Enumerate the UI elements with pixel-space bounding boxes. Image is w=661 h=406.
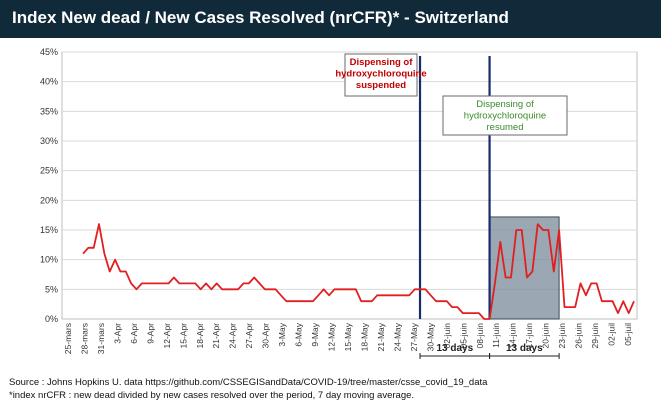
annotation-box [442, 95, 568, 136]
x-tick-label: 18-Apr [195, 323, 205, 349]
x-tick-label: 31-mars [96, 323, 106, 354]
x-tick-label: 3-Apr [112, 323, 122, 344]
y-tick-label: 25% [40, 166, 58, 176]
y-tick-label: 10% [40, 255, 58, 265]
y-tick-label: 5% [45, 284, 58, 294]
x-tick-label: 18-May [360, 322, 370, 351]
x-tick-label: 9-May [310, 322, 320, 346]
annotation-text: Dispensing of [350, 57, 414, 68]
chart-plot: 0% 5% 10% 15% 20% 25% 30% 35% 40% 45% 25-mars 28-ma… [40, 47, 638, 359]
span-label: 13 days [506, 343, 543, 354]
x-tick-label: 24-Apr [228, 323, 238, 349]
x-tick-label: 21-Apr [211, 323, 221, 349]
title-bar: Index New dead / New Cases Resolved (nrC… [0, 0, 661, 38]
y-tick-label: 45% [40, 47, 58, 57]
x-tick-label: 11-juin [491, 323, 501, 348]
annotation-text: suspended [356, 80, 406, 91]
x-tick-label: 12-Apr [162, 323, 172, 349]
x-tick-label: 25-mars [63, 323, 73, 354]
x-tick-label: 27-May [409, 322, 419, 351]
x-tick-label: 30-Apr [261, 323, 271, 349]
span-label: 13 days [436, 343, 473, 354]
annotation-text: resumed [487, 122, 524, 133]
y-tick-label: 20% [40, 195, 58, 205]
x-tick-label: 28-mars [80, 323, 90, 354]
annotation-text: hydroxychloroquine [335, 69, 426, 80]
definition-note: *index nrCFR : new dead divided by new c… [9, 390, 415, 401]
chart-title: Index New dead / New Cases Resolved (nrC… [12, 8, 509, 27]
x-tick-label: 21-May [376, 322, 386, 351]
x-tick-label: 6-Apr [129, 323, 139, 344]
x-tick-label: 17-juin [524, 323, 534, 349]
x-tick-label: 02-juil [607, 323, 617, 346]
x-tick-label: 29-juin [590, 323, 600, 349]
x-tick-label: 05-juin [458, 323, 468, 349]
y-tick-label: 15% [40, 225, 58, 235]
x-tick-label: 3-May [277, 322, 287, 346]
series-line [82, 223, 635, 320]
x-tick-label: 12-May [327, 322, 337, 351]
annotation-text: Dispensing of [476, 99, 534, 110]
x-tick-label: 14-juin [508, 323, 518, 349]
y-tick-label: 30% [40, 136, 58, 146]
source-note: Source : Johns Hopkins U. data https://g… [9, 377, 488, 388]
x-tick-label: 08-juin [475, 323, 485, 349]
y-tick-label: 0% [45, 314, 58, 324]
annotation-text: hydroxychloroquine [464, 111, 546, 122]
x-tick-label: 6-May [294, 322, 304, 346]
x-tick-label: 02-juin [442, 323, 452, 349]
x-tick-label: 30-May [425, 322, 435, 351]
y-tick-label: 35% [40, 106, 58, 116]
annotation-box [344, 53, 418, 97]
x-tick-label: 15-May [343, 322, 353, 351]
x-tick-label: 26-juin [574, 323, 584, 349]
y-tick-label: 40% [40, 77, 58, 87]
x-tick-label: 15-Apr [178, 323, 188, 349]
x-tick-label: 9-Apr [145, 323, 155, 344]
x-tick-label: 23-juin [557, 323, 567, 349]
x-tick-label: 27-Apr [244, 323, 254, 349]
x-tick-label: 20-juin [541, 323, 551, 349]
x-tick-label: 05-juil [623, 323, 633, 346]
x-tick-label: 24-May [392, 322, 402, 351]
